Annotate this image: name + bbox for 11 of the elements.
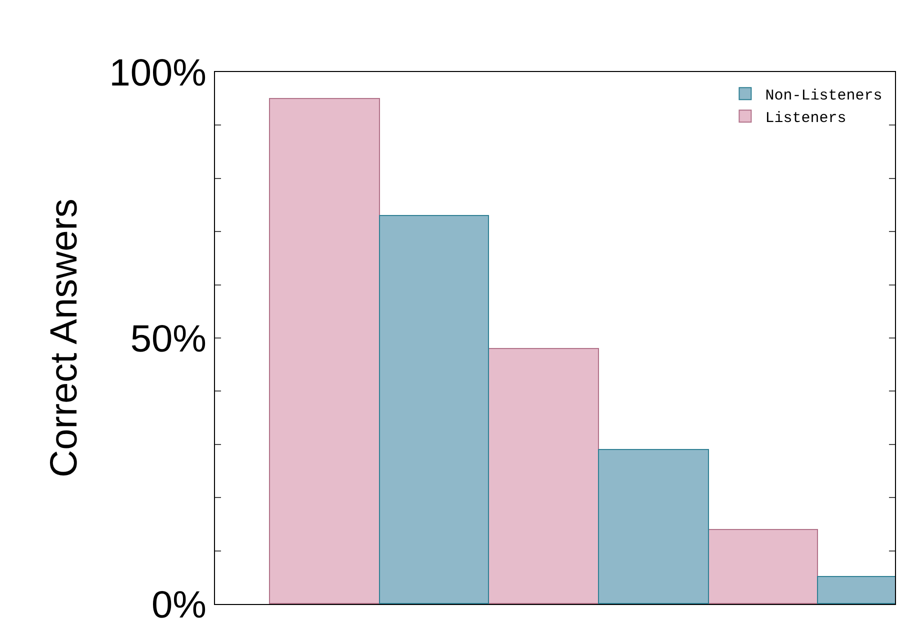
y-axis-title: Correct Answers <box>43 198 86 478</box>
y-tick-label: 0% <box>151 584 206 626</box>
y-tick-label: 50% <box>130 318 206 360</box>
bar <box>598 449 709 604</box>
legend-label: Listeners <box>765 110 846 127</box>
bar <box>269 98 380 604</box>
bar <box>488 348 599 604</box>
y-tick-label: 100% <box>109 52 206 94</box>
bar <box>708 529 818 604</box>
legend-label: Non-Listeners <box>765 87 882 104</box>
bar <box>379 215 489 604</box>
